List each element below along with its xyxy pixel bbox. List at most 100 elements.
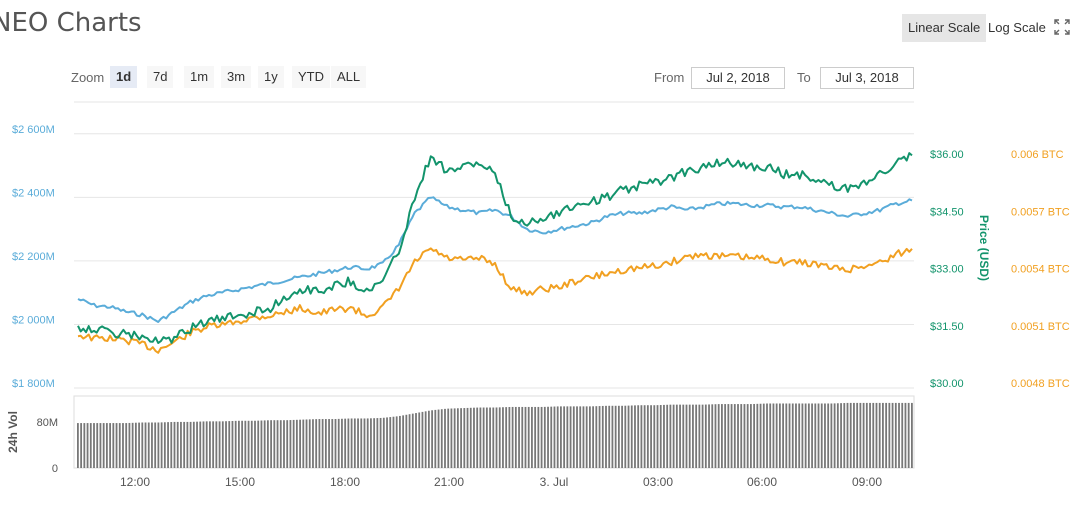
volume-bar	[537, 406, 540, 468]
volume-bar	[125, 423, 128, 468]
volume-bar	[273, 420, 276, 468]
volume-bar	[505, 407, 508, 468]
page-title: NEO Charts	[0, 8, 142, 38]
left-tick-label: $2 200M	[12, 251, 55, 263]
volume-bar	[115, 423, 118, 468]
volume-bar	[717, 404, 720, 468]
volume-bar	[508, 406, 511, 468]
zoom-ytd-button[interactable]: YTD	[292, 66, 330, 88]
usd-tick-label: $30.00	[930, 378, 964, 390]
volume-bar	[299, 419, 301, 468]
volume-bar	[569, 406, 572, 468]
volume-bar	[292, 419, 295, 468]
volume-bar	[395, 416, 398, 468]
volume-bar	[688, 404, 691, 468]
volume-bar	[276, 420, 279, 468]
volume-bar	[408, 414, 411, 468]
volume-bar	[695, 404, 698, 468]
volume-bar	[714, 404, 717, 468]
volume-bar	[875, 402, 878, 468]
volume-bar	[312, 419, 314, 468]
volume-bar	[453, 408, 456, 468]
series-line-price-usd-	[77, 152, 913, 344]
volume-bar	[427, 410, 430, 468]
volume-bar	[730, 404, 733, 468]
volume-bar	[324, 419, 327, 468]
volume-bar	[576, 406, 578, 468]
volume-bar	[163, 422, 166, 468]
x-tick-label: 15:00	[225, 475, 255, 489]
volume-bar	[392, 416, 395, 468]
volume-bar	[434, 409, 437, 468]
volume-bar	[698, 404, 701, 468]
volume-bar	[778, 403, 781, 468]
volume-bar	[640, 405, 643, 468]
volume-bar	[746, 404, 749, 468]
volume-bar	[672, 404, 675, 468]
volume-bar	[482, 407, 485, 468]
volume-bar	[840, 403, 842, 468]
volume-bar	[807, 403, 810, 468]
volume-bar	[862, 402, 865, 468]
zoom-all-button[interactable]: ALL	[331, 66, 367, 88]
volume-bar	[154, 422, 157, 468]
volume-bar	[843, 403, 846, 468]
volume-bar	[440, 409, 443, 468]
zoom-1d-button[interactable]: 1d	[110, 66, 138, 88]
volume-bar	[363, 418, 366, 468]
volume-bar	[685, 404, 688, 468]
zoom-1m-button[interactable]: 1m	[184, 66, 215, 88]
volume-bar	[585, 406, 588, 468]
volume-bar	[775, 403, 778, 468]
x-tick-label: 12:00	[120, 475, 150, 489]
volume-bar	[485, 407, 488, 468]
volume-bar	[547, 406, 549, 468]
volume-bar	[318, 419, 321, 468]
volume-bar	[682, 404, 685, 468]
volume-bar	[347, 418, 350, 468]
volume-bar	[337, 418, 340, 468]
volume-bar	[289, 420, 292, 468]
volume-bar	[772, 403, 775, 468]
zoom-7d-button[interactable]: 7d	[147, 66, 174, 88]
volume-bar	[418, 412, 421, 468]
volume-bar	[872, 402, 875, 468]
volume-axis-title: 24h Vol	[6, 411, 20, 453]
from-date-input[interactable]	[691, 67, 785, 89]
volume-bar	[804, 403, 807, 468]
volume-bar	[534, 406, 537, 468]
volume-bar	[244, 420, 247, 468]
zoom-3m-button[interactable]: 3m	[221, 66, 252, 88]
series-line-price-btc-	[77, 247, 913, 354]
volume-bar	[582, 406, 585, 468]
volume-bar	[456, 408, 459, 468]
volume-bar	[109, 423, 112, 468]
volume-bar	[856, 402, 859, 468]
to-date-input[interactable]	[820, 67, 914, 89]
volume-bar	[904, 402, 907, 468]
volume-bar	[176, 421, 179, 468]
volume-bar	[721, 404, 723, 468]
btc-tick-label: 0.0048 BTC	[1011, 378, 1070, 390]
volume-bar	[83, 423, 86, 468]
volume-bar	[669, 404, 672, 468]
volume-bar	[376, 418, 379, 468]
volume-bar	[556, 406, 559, 468]
expand-icon[interactable]	[1054, 19, 1070, 35]
log-scale-button[interactable]: Log Scale	[988, 20, 1046, 35]
volume-bar	[241, 420, 244, 468]
volume-bar	[353, 418, 356, 468]
volume-bar	[869, 402, 871, 468]
volume-bar	[128, 422, 131, 468]
volume-bar	[460, 408, 462, 468]
volume-bar	[514, 406, 517, 468]
series-line-market-cap	[77, 196, 913, 323]
volume-bar	[788, 403, 791, 468]
zoom-1y-button[interactable]: 1y	[258, 66, 284, 88]
volume-bar	[489, 407, 491, 468]
volume-bar	[341, 418, 343, 468]
volume-bar	[737, 404, 739, 468]
volume-bar	[849, 402, 852, 468]
linear-scale-button[interactable]: Linear Scale	[902, 14, 987, 42]
volume-bar	[785, 403, 788, 468]
